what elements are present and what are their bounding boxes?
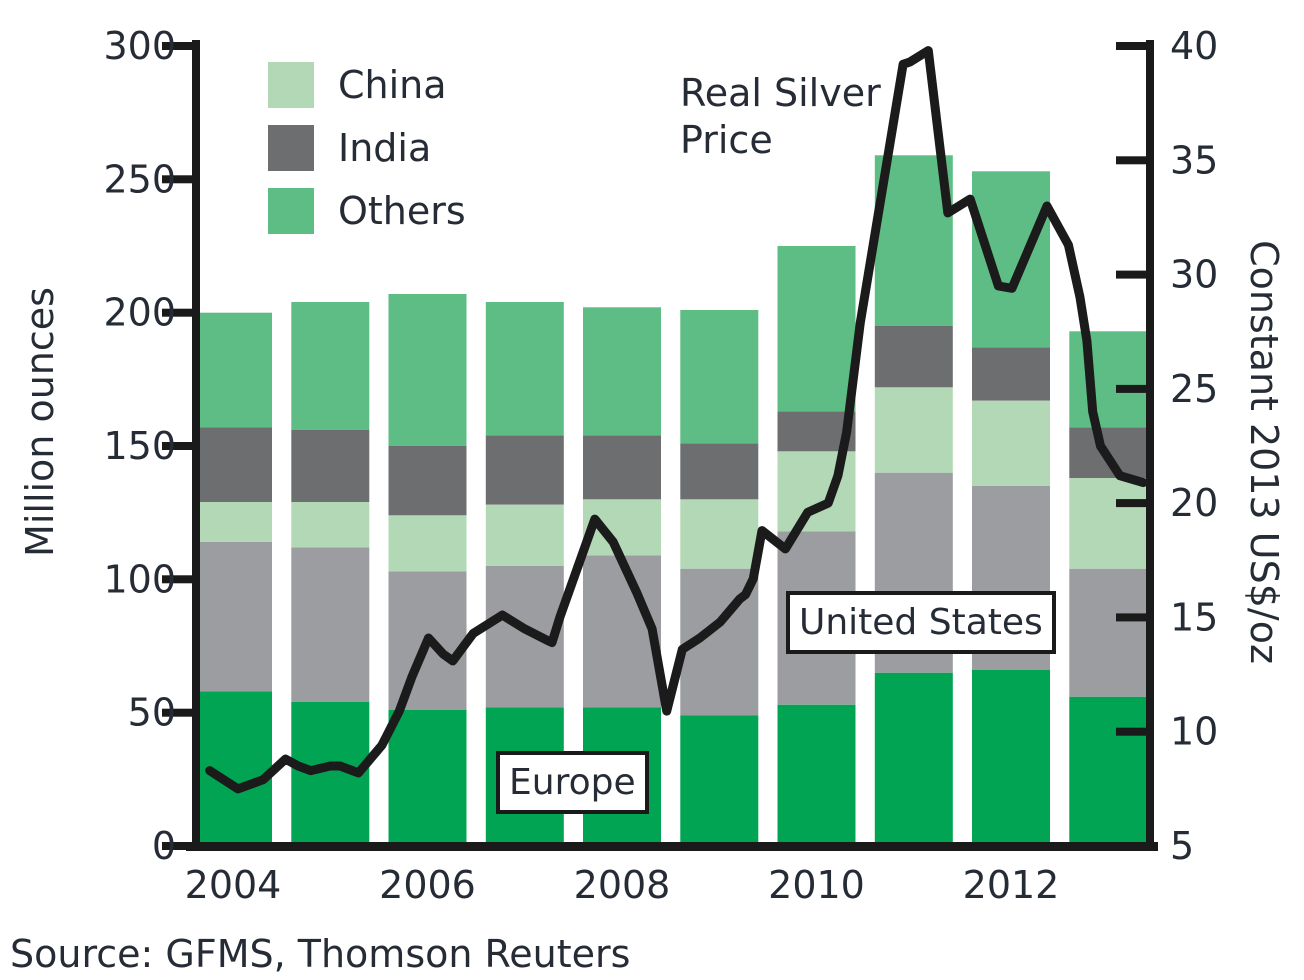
right-tick-label-5: 5 bbox=[1170, 824, 1194, 868]
bar-2006-india bbox=[388, 446, 467, 516]
bar-2013-united-states bbox=[1069, 568, 1148, 697]
left-axis-title: Million ounces bbox=[18, 287, 62, 557]
x-tick-label-2010: 2010 bbox=[768, 863, 865, 907]
bar-2007-others bbox=[485, 302, 564, 436]
left-tick-label-200: 200 bbox=[103, 291, 176, 335]
right-axis-line bbox=[1146, 40, 1154, 851]
bar-2009-india bbox=[680, 443, 759, 500]
right-tick-label-30: 30 bbox=[1170, 253, 1218, 297]
right-tick-15 bbox=[1116, 613, 1150, 622]
bar-2012 bbox=[972, 171, 1050, 846]
legend-item-india: India bbox=[268, 125, 466, 171]
left-tick-100 bbox=[162, 575, 196, 584]
bar-2012-india bbox=[972, 347, 1050, 401]
legend-item-china: China bbox=[268, 62, 466, 108]
bar-2009-china bbox=[680, 499, 759, 569]
bar-2010-others bbox=[777, 246, 856, 412]
bar-2008-others bbox=[583, 307, 661, 436]
bar-2013-europe bbox=[1069, 696, 1148, 846]
legend: China India Others bbox=[268, 62, 466, 251]
bar-2013-others bbox=[1069, 331, 1148, 428]
bar-2012-europe bbox=[972, 670, 1050, 846]
real-silver-price-line bbox=[205, 46, 1148, 794]
right-tick-5 bbox=[1116, 842, 1150, 850]
right-tick-30 bbox=[1116, 270, 1150, 279]
bar-2006-europe bbox=[388, 710, 467, 846]
left-tick-150 bbox=[162, 442, 196, 450]
left-tick-label-300: 300 bbox=[103, 24, 176, 68]
right-tick-label-15: 15 bbox=[1170, 595, 1218, 639]
bar-2007 bbox=[485, 302, 564, 846]
bar-2009-europe bbox=[680, 715, 759, 846]
right-tick-label-40: 40 bbox=[1170, 24, 1218, 68]
x-tick-label-2012: 2012 bbox=[963, 863, 1060, 907]
right-axis-title: Constant 2013 US$/oz bbox=[1242, 240, 1286, 664]
x-tick-label-2008: 2008 bbox=[574, 863, 671, 907]
left-tick-200 bbox=[162, 308, 196, 317]
annotation-europe: Europe bbox=[496, 751, 649, 814]
bar-2012-others bbox=[972, 171, 1050, 348]
bar-2012-china bbox=[972, 400, 1050, 486]
right-tick-label-20: 20 bbox=[1170, 481, 1218, 525]
legend-label-china: China bbox=[338, 63, 447, 107]
bar-2009-others bbox=[680, 310, 759, 444]
bar-2008-india bbox=[583, 435, 661, 500]
right-tick-35 bbox=[1116, 156, 1150, 165]
bar-2011-india bbox=[874, 326, 953, 388]
left-tick-label-100: 100 bbox=[103, 557, 176, 601]
price-line-label: Real Silver Price bbox=[680, 70, 881, 164]
bar-2006-china bbox=[388, 515, 467, 572]
bar-2011-china bbox=[874, 387, 953, 473]
legend-swatch-others bbox=[268, 188, 314, 234]
bar-2011-europe bbox=[874, 672, 953, 846]
x-tick-label-2006: 2006 bbox=[379, 863, 476, 907]
right-tick-40 bbox=[1116, 42, 1150, 50]
right-tick-20 bbox=[1116, 499, 1150, 508]
bar-2007-india bbox=[485, 435, 564, 505]
bar-2013-china bbox=[1069, 478, 1148, 569]
bar-2005-united-states bbox=[291, 547, 370, 702]
x-tick-label-2004: 2004 bbox=[185, 863, 282, 907]
legend-label-india: India bbox=[338, 126, 432, 170]
bar-2011 bbox=[874, 155, 953, 846]
left-tick-0 bbox=[162, 842, 196, 850]
bar-2004-india bbox=[194, 427, 272, 502]
bar-2007-china bbox=[485, 504, 564, 566]
bar-2005-india bbox=[291, 430, 370, 502]
left-tick-label-0: 0 bbox=[152, 824, 176, 868]
right-tick-10 bbox=[1116, 727, 1150, 736]
left-tick-50 bbox=[162, 708, 196, 717]
legend-label-others: Others bbox=[338, 189, 466, 233]
price-line-label-line2: Price bbox=[680, 118, 773, 162]
left-tick-300 bbox=[162, 42, 196, 50]
annotation-united-states: United States bbox=[786, 591, 1056, 654]
legend-item-others: Others bbox=[268, 188, 466, 234]
bar-2009 bbox=[680, 310, 759, 846]
right-tick-label-10: 10 bbox=[1170, 710, 1218, 754]
bar-2006 bbox=[388, 294, 467, 846]
bar-2004-others bbox=[194, 312, 272, 428]
left-tick-label-250: 250 bbox=[103, 157, 176, 201]
bar-2005-china bbox=[291, 502, 370, 548]
legend-swatch-india bbox=[268, 125, 314, 171]
price-line-label-line1: Real Silver bbox=[680, 71, 881, 115]
bar-2004 bbox=[194, 312, 272, 846]
right-tick-label-25: 25 bbox=[1170, 367, 1218, 411]
right-tick-25 bbox=[1116, 384, 1150, 393]
left-tick-label-50: 50 bbox=[128, 691, 176, 735]
left-tick-label-150: 150 bbox=[103, 424, 176, 468]
x-axis-line bbox=[186, 842, 1158, 851]
bar-2010-europe bbox=[777, 704, 856, 846]
legend-swatch-china bbox=[268, 62, 314, 108]
bar-2013 bbox=[1069, 331, 1148, 846]
bar-2006-others bbox=[388, 294, 467, 446]
source-note: Source: GFMS, Thomson Reuters bbox=[10, 932, 631, 976]
bar-2004-united-states bbox=[194, 542, 272, 692]
bar-2005-others bbox=[291, 302, 370, 430]
right-tick-label-35: 35 bbox=[1170, 138, 1218, 182]
bar-2004-china bbox=[194, 502, 272, 542]
left-tick-250 bbox=[162, 175, 196, 184]
